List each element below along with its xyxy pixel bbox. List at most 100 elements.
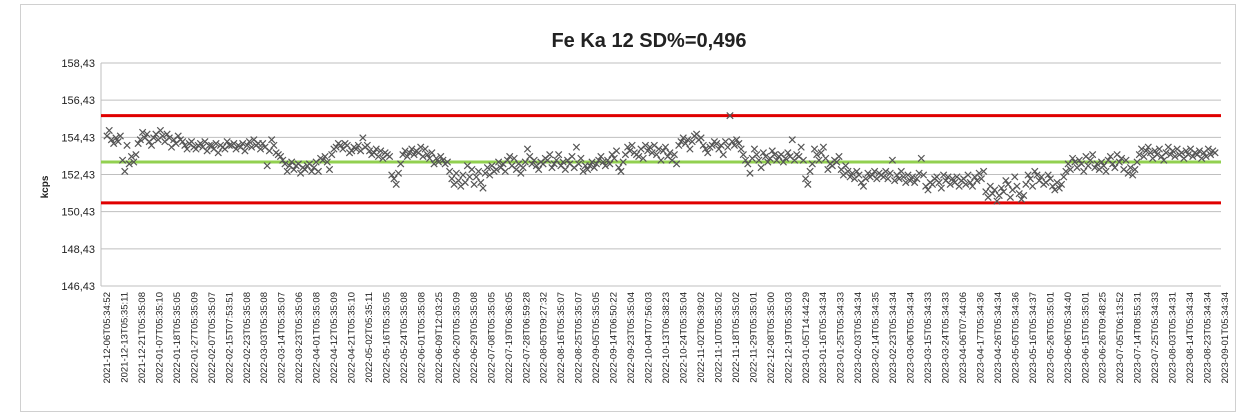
data-point bbox=[590, 163, 598, 172]
data-point bbox=[675, 141, 683, 149]
data-points bbox=[103, 111, 1219, 205]
x-tick-label: 2022-03-03T05:35:08 bbox=[259, 292, 270, 383]
data-point bbox=[612, 147, 621, 155]
data-point bbox=[666, 149, 674, 157]
data-point bbox=[283, 167, 291, 175]
data-point bbox=[848, 169, 856, 177]
x-tick-label: 2023-01-25T05:34:33 bbox=[836, 292, 847, 383]
data-point bbox=[196, 139, 205, 148]
data-point bbox=[939, 171, 948, 179]
data-point bbox=[559, 158, 567, 166]
data-point bbox=[118, 156, 127, 164]
x-tick-label: 2022-11-18T05:35:02 bbox=[731, 292, 742, 383]
data-point bbox=[548, 163, 556, 172]
data-point bbox=[1146, 149, 1155, 157]
data-point bbox=[321, 152, 329, 161]
data-point bbox=[635, 152, 643, 161]
data-point bbox=[123, 141, 131, 149]
data-point bbox=[121, 167, 129, 175]
data-point bbox=[179, 137, 187, 146]
data-point bbox=[681, 139, 690, 148]
data-point bbox=[955, 182, 963, 190]
data-point bbox=[523, 145, 532, 153]
data-point bbox=[446, 167, 454, 175]
data-point bbox=[1169, 147, 1177, 155]
data-point bbox=[405, 149, 414, 157]
data-point bbox=[884, 175, 892, 183]
data-point bbox=[993, 197, 1001, 205]
data-point bbox=[1100, 162, 1108, 170]
data-point bbox=[319, 156, 327, 164]
data-point bbox=[408, 145, 416, 153]
data-point bbox=[247, 143, 256, 151]
data-point bbox=[979, 167, 988, 175]
data-point bbox=[902, 178, 910, 187]
data-point bbox=[946, 180, 954, 188]
data-point bbox=[130, 158, 138, 166]
x-tick-label: 2023-06-06T05:34:40 bbox=[1063, 292, 1074, 383]
data-point bbox=[719, 150, 727, 159]
data-point bbox=[579, 167, 587, 175]
x-tick-label: 2023-07-05T06:13:52 bbox=[1115, 292, 1126, 383]
data-point bbox=[757, 163, 765, 172]
data-point bbox=[822, 154, 830, 162]
data-point bbox=[835, 152, 843, 161]
data-point bbox=[701, 145, 710, 153]
data-point bbox=[183, 145, 191, 153]
data-point bbox=[1006, 193, 1014, 201]
data-point bbox=[443, 158, 452, 166]
data-point bbox=[1195, 147, 1204, 155]
y-tick-label: 150,43 bbox=[61, 207, 95, 219]
data-point bbox=[434, 158, 443, 166]
data-point bbox=[263, 162, 271, 170]
data-point bbox=[804, 180, 812, 188]
chart-area[interactable]: Fe Ka 12 SD%=0,496 kcps 146,43 148,43 150,… bbox=[20, 4, 1236, 412]
data-point bbox=[888, 156, 897, 164]
data-point bbox=[1144, 143, 1152, 151]
y-axis-label: kcps bbox=[40, 175, 51, 198]
data-point bbox=[388, 171, 396, 179]
data-point bbox=[535, 165, 543, 174]
data-point bbox=[125, 160, 133, 168]
data-point bbox=[1062, 167, 1070, 175]
data-point bbox=[761, 152, 770, 161]
data-point bbox=[917, 154, 925, 162]
data-point bbox=[975, 169, 983, 177]
data-point bbox=[430, 160, 438, 168]
data-point bbox=[991, 186, 999, 194]
data-point bbox=[163, 130, 171, 138]
data-point bbox=[833, 158, 841, 166]
data-point bbox=[935, 178, 943, 187]
data-point bbox=[1080, 167, 1088, 175]
x-tick-label: 2023-08-14T05:34:34 bbox=[1185, 292, 1196, 383]
data-point bbox=[479, 184, 487, 192]
data-point bbox=[187, 137, 196, 146]
x-tick-label: 2022-06-09T12:03:25 bbox=[434, 292, 445, 383]
data-point bbox=[1068, 154, 1077, 162]
data-point bbox=[1122, 156, 1130, 164]
data-point bbox=[864, 169, 872, 177]
data-point bbox=[577, 154, 585, 162]
data-point bbox=[648, 149, 656, 157]
x-tick-label: 2022-04-01T05:35:08 bbox=[312, 292, 323, 383]
data-point bbox=[806, 167, 814, 175]
data-point bbox=[1086, 156, 1095, 164]
data-point bbox=[1135, 150, 1143, 159]
data-point bbox=[308, 167, 316, 175]
data-point bbox=[1109, 160, 1117, 168]
data-point bbox=[764, 158, 772, 166]
data-point bbox=[483, 163, 492, 172]
data-point bbox=[1033, 171, 1041, 179]
data-point bbox=[1140, 152, 1148, 161]
data-point bbox=[715, 145, 723, 153]
data-point bbox=[699, 141, 707, 149]
data-point bbox=[1206, 150, 1215, 159]
data-point bbox=[1026, 175, 1034, 183]
data-point bbox=[1211, 149, 1219, 157]
data-point bbox=[1162, 149, 1170, 157]
data-point bbox=[911, 178, 919, 187]
data-point bbox=[503, 156, 512, 164]
x-tick-label: 2022-04-12T05:35:09 bbox=[329, 292, 340, 383]
x-tick-label: 2023-06-26T09:48:25 bbox=[1098, 292, 1109, 383]
data-point bbox=[1089, 150, 1097, 159]
